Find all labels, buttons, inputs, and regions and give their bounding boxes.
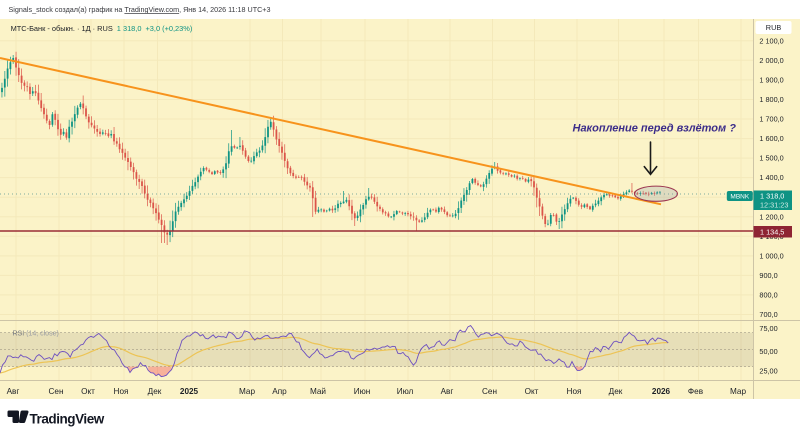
svg-text:1 000,0: 1 000,0 — [759, 252, 783, 261]
svg-text:900,0: 900,0 — [759, 271, 777, 280]
svg-text:Авг: Авг — [441, 387, 454, 396]
svg-text:1 200,0: 1 200,0 — [759, 212, 783, 221]
svg-text:1 400,0: 1 400,0 — [759, 173, 783, 182]
svg-text:Окт: Окт — [81, 387, 95, 396]
svg-text:Фев: Фев — [688, 387, 703, 396]
svg-text:MBNK: MBNK — [730, 194, 749, 201]
svg-text:Дек: Дек — [148, 387, 162, 396]
svg-text:1 700,0: 1 700,0 — [759, 115, 783, 124]
svg-text:Ноя: Ноя — [567, 387, 582, 396]
svg-text:2 000,0: 2 000,0 — [759, 56, 783, 65]
svg-text:Мар: Мар — [239, 387, 255, 396]
svg-text:800,0: 800,0 — [759, 291, 777, 300]
svg-text:2025: 2025 — [180, 387, 199, 396]
svg-text:1 500,0: 1 500,0 — [759, 154, 783, 163]
svg-text:12:31:23: 12:31:23 — [760, 200, 788, 209]
svg-text:RUB: RUB — [766, 23, 782, 32]
svg-text:700,0: 700,0 — [759, 310, 777, 319]
svg-text:TradingView: TradingView — [30, 412, 105, 427]
svg-text:Июл: Июл — [397, 387, 414, 396]
svg-text:75,00: 75,00 — [759, 324, 777, 333]
svg-text:2026: 2026 — [652, 387, 671, 396]
svg-text:Авг: Авг — [7, 387, 20, 396]
svg-text:1 600,0: 1 600,0 — [759, 134, 783, 143]
svg-text:Июн: Июн — [354, 387, 371, 396]
svg-text:Мар: Мар — [730, 387, 746, 396]
svg-text:Сен: Сен — [482, 387, 497, 396]
svg-text:25,00: 25,00 — [759, 366, 777, 375]
svg-text:Дек: Дек — [609, 387, 623, 396]
svg-text:Апр: Апр — [272, 387, 287, 396]
svg-text:1 800,0: 1 800,0 — [759, 95, 783, 104]
svg-text:Signals_stock создал(а) график: Signals_stock создал(а) график на Tradin… — [9, 5, 271, 14]
svg-text:2 100,0: 2 100,0 — [759, 36, 783, 45]
svg-text:1 900,0: 1 900,0 — [759, 76, 783, 85]
svg-text:Накопление перед взлётом ?: Накопление перед взлётом ? — [573, 123, 737, 135]
svg-text:50,00: 50,00 — [759, 347, 777, 356]
svg-text:Май: Май — [310, 387, 326, 396]
svg-text:Сен: Сен — [49, 387, 64, 396]
svg-text:1 318,0: 1 318,0 — [760, 191, 784, 200]
svg-text:Ноя: Ноя — [114, 387, 129, 396]
svg-text:1 134,5: 1 134,5 — [760, 228, 784, 237]
svg-text:RSI (14, close): RSI (14, close) — [13, 331, 59, 338]
svg-text:Окт: Окт — [525, 387, 539, 396]
